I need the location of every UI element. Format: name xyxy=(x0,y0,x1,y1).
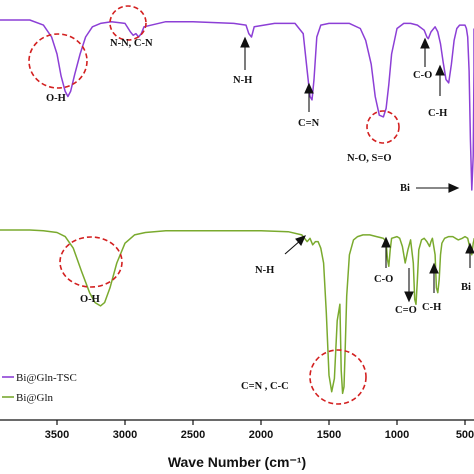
x-ticks: 3500 3000 2500 2000 1500 1000 500 xyxy=(45,420,474,441)
legend: Bi@Gln-TSC Bi@Gln xyxy=(2,372,77,404)
gln-label-co-double: C=O xyxy=(395,305,417,316)
tsc-label-nn-cn: N-N, C-N xyxy=(110,38,153,49)
series-line-1 xyxy=(0,229,474,395)
tsc-annotations: O-H N-N, C-N N-H C=N N-O, S=O C-O C-H Bi xyxy=(46,38,447,194)
x-tick-label: 500 xyxy=(456,429,474,441)
gln-annotations: O-H N-H C=N , C-C C-O C=O C-H Bi xyxy=(80,265,471,392)
tsc-nn-cn-circle xyxy=(109,5,147,41)
tsc-label-co: C-O xyxy=(413,70,432,81)
series-layer xyxy=(0,19,474,395)
x-tick-label: 3500 xyxy=(45,429,69,441)
gln-label-ch: C-H xyxy=(422,302,441,313)
gln-label-oh: O-H xyxy=(80,294,100,305)
x-tick-label: 2000 xyxy=(249,429,273,441)
gln-label-co: C-O xyxy=(374,274,393,285)
legend-label-gln: Bi@Gln xyxy=(16,392,54,404)
x-axis-title: Wave Number (cm⁻¹) xyxy=(168,454,306,470)
tsc-label-cn: C=N xyxy=(298,118,320,129)
tsc-label-bi: Bi xyxy=(400,183,410,194)
tsc-no-so-circle xyxy=(366,110,400,144)
legend-label-gln-tsc: Bi@Gln-TSC xyxy=(16,372,77,384)
gln-label-cn-cc: C=N , C-C xyxy=(241,381,289,392)
gln-oh-circle xyxy=(59,236,123,288)
gln-label-nh: N-H xyxy=(255,265,274,276)
x-axis: 3500 3000 2500 2000 1500 1000 500 Wave Number … xyxy=(0,419,474,470)
highlight-circles xyxy=(28,5,400,405)
x-tick-label: 1500 xyxy=(317,429,341,441)
tsc-label-oh: O-H xyxy=(46,93,66,104)
x-tick-label: 3000 xyxy=(113,429,137,441)
annotation-arrows xyxy=(240,36,474,303)
x-tick-label: 1000 xyxy=(385,429,409,441)
tsc-label-no-so: N-O, S=O xyxy=(347,153,392,164)
gln-cn-cc-circle xyxy=(309,349,367,405)
gln-label-bi: Bi xyxy=(461,282,471,293)
tsc-oh-circle xyxy=(28,33,88,89)
tsc-label-ch: C-H xyxy=(428,108,447,119)
x-tick-label: 2500 xyxy=(181,429,205,441)
series-line-0 xyxy=(0,19,474,191)
tsc-label-nh: N-H xyxy=(233,75,252,86)
